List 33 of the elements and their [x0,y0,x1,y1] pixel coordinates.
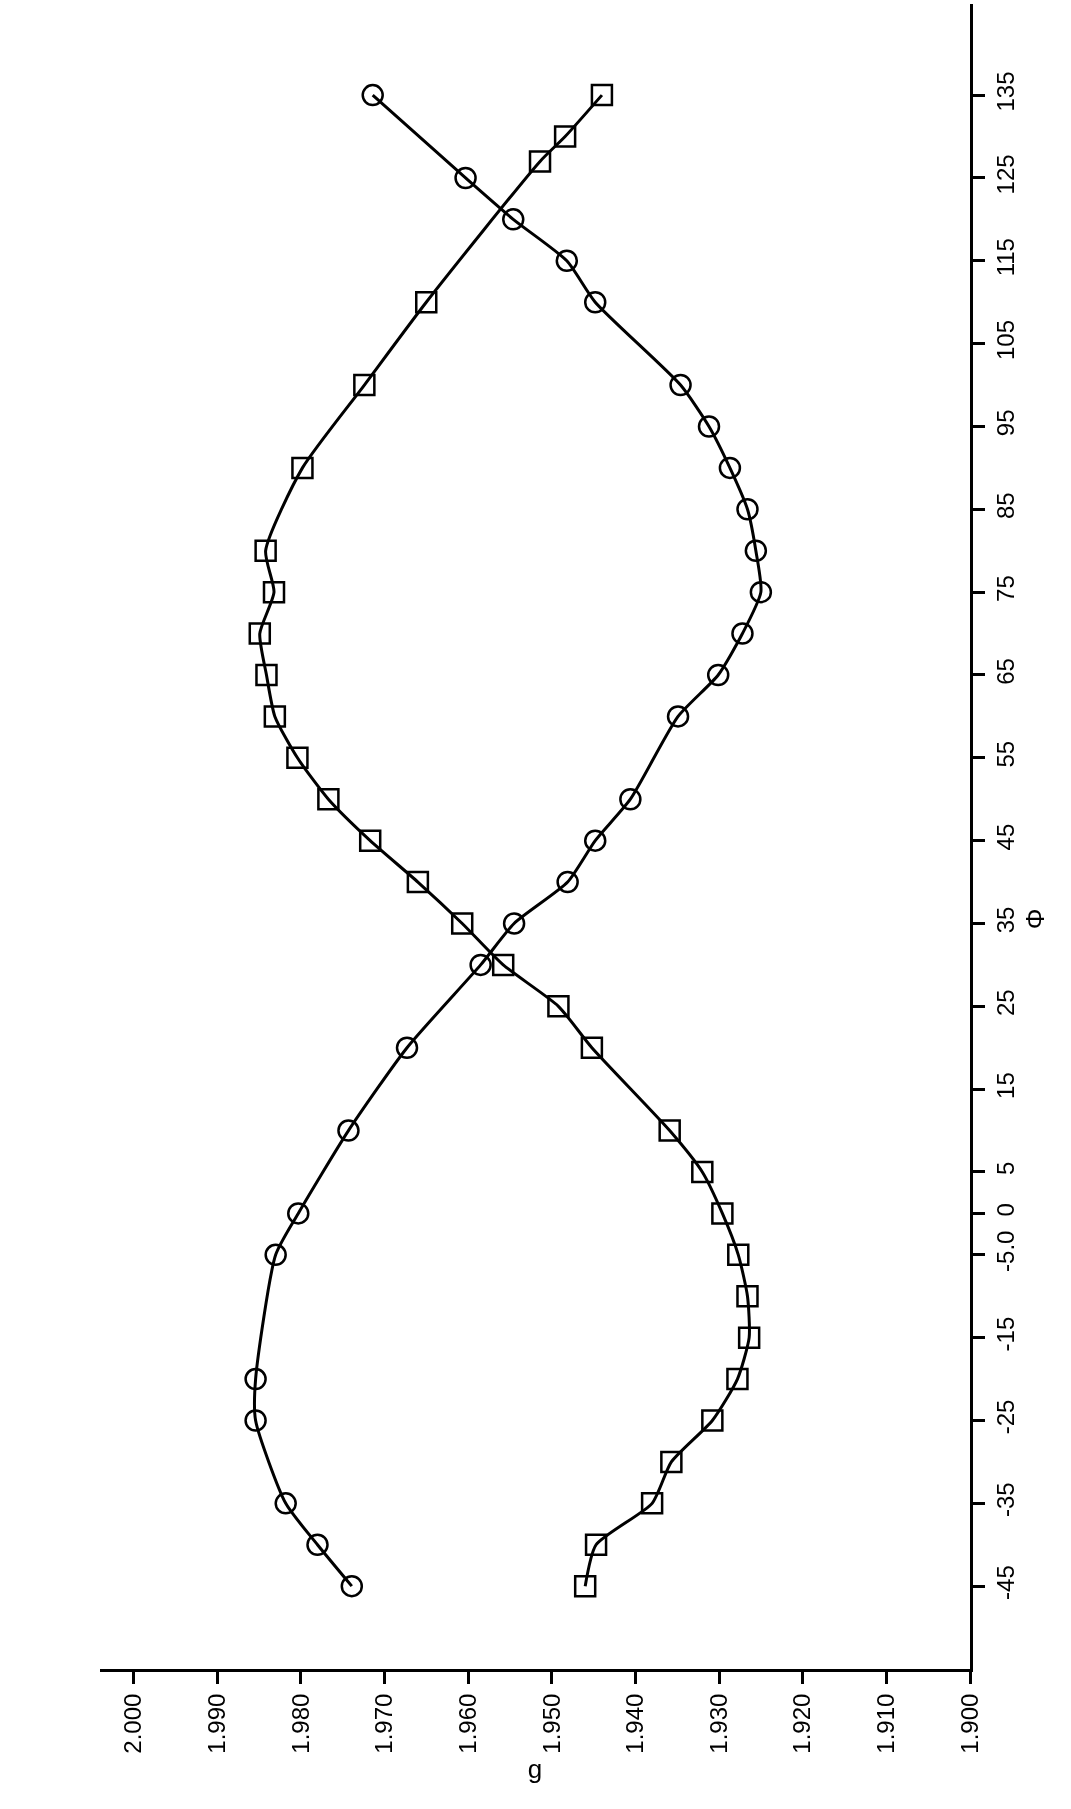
y-axis-title: Φ [1019,908,1050,930]
x-tick-label: 1.990 [202,1693,230,1754]
y-tick-label: 55 [991,740,1019,768]
y-tick-label: 15 [991,1072,1019,1099]
y-tick-label: -35 [991,1482,1019,1518]
x-tick-label: 1.930 [704,1693,732,1754]
y-tick-label: -15 [991,1316,1019,1352]
y-tick-label: 0 [991,1203,1019,1217]
x-tick-label: 1.900 [955,1693,983,1754]
y-tick-label: 95 [991,409,1019,437]
y-tick-label: 125 [991,154,1019,195]
y-tick-label: 85 [991,492,1019,520]
x-tick-label: 2.000 [119,1693,147,1754]
y-tick-label: 135 [991,71,1019,112]
y-tick-label: 35 [991,906,1019,934]
x-tick-label: 1.910 [872,1693,900,1754]
y-tick-label: 105 [991,320,1019,361]
y-tick-label: 45 [991,823,1019,851]
y-tick-label: 5 [991,1161,1019,1176]
y-tick-label: -25 [991,1399,1019,1435]
y-tick-label: 65 [991,658,1019,685]
x-tick-label: 1.980 [286,1693,314,1754]
x-tick-label: 1.970 [370,1693,398,1754]
y-tick-label: 75 [991,575,1019,602]
x-tick-label: 1.950 [537,1693,565,1754]
y-tick-label: 115 [991,238,1019,277]
y-tick-label: -5.0 [991,1230,1019,1272]
x-tick-label: 1.920 [788,1693,816,1754]
y-tick-label: -45 [991,1565,1019,1600]
x-tick-label: 1.960 [453,1693,481,1754]
y-tick-label: 25 [991,989,1019,1017]
x-axis-title: g [527,1754,543,1785]
x-tick-label: 1.940 [621,1693,649,1754]
